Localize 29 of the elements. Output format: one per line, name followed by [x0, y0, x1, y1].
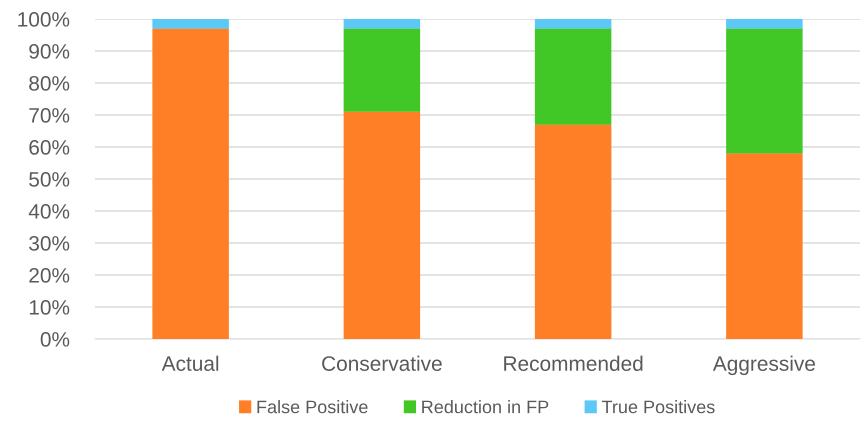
x-tick-label: Actual: [162, 356, 218, 371]
x-tick-label: Aggressive: [712, 356, 815, 376]
bar: [534, 124, 612, 339]
y-tick-label: 50%: [29, 172, 70, 187]
bar: [344, 19, 420, 29]
y-tick-label: 90%: [29, 44, 70, 59]
y-tick-label: 0%: [40, 332, 70, 347]
bar: [152, 28, 229, 339]
legend-label: False Positive: [257, 400, 368, 414]
y-tick-label: 80%: [29, 76, 70, 91]
bar: [344, 28, 420, 112]
bar: [726, 28, 803, 154]
x-tick-label: Recommended: [504, 356, 642, 371]
y-tick-label: 70%: [29, 108, 70, 123]
y-tick-label: 40%: [28, 204, 70, 219]
y-tick-label: 10%: [30, 300, 70, 315]
x-tick-label: Conservative: [322, 356, 442, 371]
y-tick-label: 100%: [18, 12, 70, 27]
bar: [726, 153, 803, 339]
bar: [534, 19, 612, 29]
legend-label: Reduction in FP: [422, 400, 548, 414]
bar: [152, 19, 229, 29]
y-tick-label: 60%: [29, 140, 70, 155]
bar: [344, 112, 420, 339]
bar: [534, 28, 612, 125]
y-tick-label: 20%: [29, 268, 70, 283]
legend-label: True Positives: [602, 400, 715, 414]
y-tick-label: 30%: [29, 236, 70, 251]
bar: [726, 19, 803, 29]
